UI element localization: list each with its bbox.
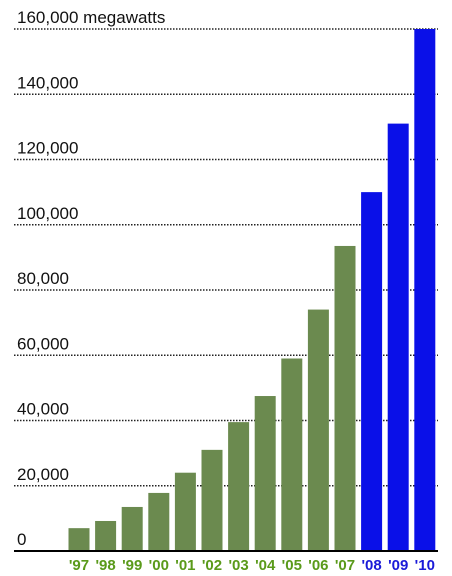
y-tick-label: 140,000 <box>17 73 78 92</box>
bar <box>307 309 329 551</box>
y-tick-label: 160,000 megawatts <box>17 8 165 27</box>
bar-projected <box>414 29 436 551</box>
bar <box>281 358 303 551</box>
x-tick-label: '10 <box>415 557 435 574</box>
y-tick-label: 80,000 <box>17 269 69 288</box>
bar <box>174 472 196 551</box>
x-tick-label: '09 <box>388 557 408 574</box>
bar <box>334 245 356 552</box>
x-tick-label: '00 <box>149 557 169 574</box>
y-tick-label: 120,000 <box>17 139 78 158</box>
bar <box>201 449 223 551</box>
x-axis-tick-labels: '97 '98 '99 '00 '01 '02 '03 '04 '05 '06 '07 '08 '09 '… <box>69 557 435 574</box>
bar-projected <box>387 123 409 552</box>
y-tick-label: 20,000 <box>17 465 69 484</box>
bar <box>95 520 117 551</box>
bar-projected <box>361 192 383 551</box>
bars <box>68 29 436 552</box>
x-tick-label: '08 <box>361 557 381 574</box>
y-tick-label: 60,000 <box>17 334 69 353</box>
bar <box>148 492 170 551</box>
x-tick-label: '06 <box>308 557 328 574</box>
x-tick-label: '05 <box>282 557 302 574</box>
bar <box>228 422 250 551</box>
x-tick-label: '99 <box>122 557 142 574</box>
bar <box>254 396 276 551</box>
y-unit-label: megawatts <box>78 8 165 27</box>
y-tick-label: 40,000 <box>17 400 69 419</box>
y-axis-tick-labels: 0 20,000 40,000 60,000 80,000 100,000 120,000 1… <box>17 8 165 549</box>
y-tick-label: 100,000 <box>17 204 78 223</box>
x-tick-label: '03 <box>228 557 248 574</box>
x-tick-label: '01 <box>175 557 195 574</box>
x-tick-label: '04 <box>255 557 276 574</box>
x-tick-label: '07 <box>335 557 355 574</box>
y-tick-label: 0 <box>17 530 26 549</box>
x-tick-label: '02 <box>202 557 222 574</box>
x-tick-label: '97 <box>69 557 89 574</box>
x-tick-label: '98 <box>95 557 115 574</box>
bar <box>121 506 143 551</box>
bar <box>68 528 90 551</box>
